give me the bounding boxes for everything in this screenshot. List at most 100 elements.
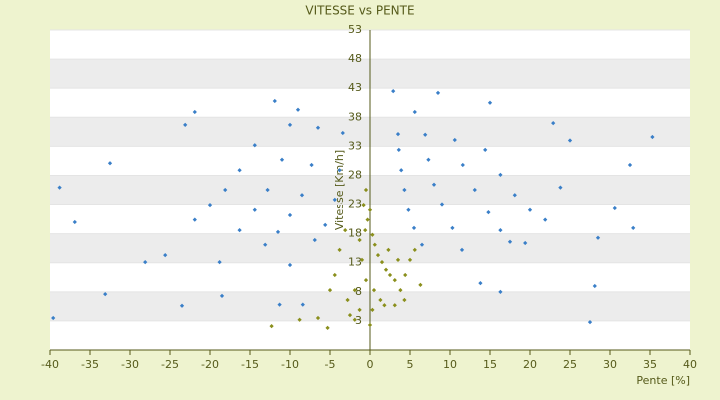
scatter-point <box>592 283 597 289</box>
scatter-point <box>395 257 401 262</box>
scatter-point <box>406 207 411 212</box>
scatter-point <box>412 247 417 253</box>
scatter-point <box>370 307 375 312</box>
scatter-point <box>287 262 293 268</box>
scatter-point <box>217 260 222 265</box>
scatter-point <box>269 324 274 329</box>
scatter-point <box>323 222 328 228</box>
scatter-point <box>411 225 417 230</box>
scatter-point <box>382 303 387 308</box>
x-tick-label: -20 <box>201 358 219 371</box>
x-tick-label: -40 <box>41 358 59 371</box>
scatter-point <box>383 267 389 272</box>
scatter-point <box>498 172 503 177</box>
scatter-point <box>650 134 655 140</box>
x-tick-label: 30 <box>603 358 617 371</box>
scatter-point <box>57 185 62 190</box>
scatter-point <box>343 228 348 233</box>
x-tick-label: -25 <box>161 358 179 371</box>
scatter-point <box>486 209 491 215</box>
scatter-point <box>299 193 305 198</box>
scatter-point <box>543 217 548 222</box>
scatter-point <box>392 278 397 283</box>
scatter-point <box>347 312 353 318</box>
scatter-point <box>378 297 383 303</box>
x-tick-label: 40 <box>683 358 697 371</box>
x-tick-label: -5 <box>325 358 336 371</box>
chart-title: VITESSE vs PENTE <box>305 4 414 18</box>
scatter-point <box>398 287 403 293</box>
scatter-point <box>265 187 270 193</box>
x-tick-label: -30 <box>121 358 139 371</box>
scatter-point <box>223 187 228 193</box>
scatter-point <box>365 217 370 222</box>
y-tick-label: 3 <box>355 314 362 327</box>
y-tick-label: 8 <box>355 285 362 298</box>
x-tick-label: 5 <box>407 358 414 371</box>
y-tick-label: 23 <box>348 198 362 211</box>
scatter-point <box>263 242 268 247</box>
scatter-point <box>370 232 375 237</box>
scatter-point <box>418 282 423 287</box>
y-tick-label: 33 <box>348 139 362 152</box>
scatter-point <box>423 132 428 137</box>
scatter-point <box>367 207 373 212</box>
scatter-point <box>387 272 393 278</box>
scatter-point <box>325 325 330 331</box>
scatter-point <box>359 257 365 262</box>
scatter-point <box>452 137 457 143</box>
scatter-point <box>332 272 337 278</box>
x-tick-label: 35 <box>643 358 657 371</box>
scatter-point <box>363 187 369 193</box>
y-tick-label: 18 <box>348 227 362 240</box>
scatter-point <box>352 317 357 322</box>
scatter-point <box>558 185 563 190</box>
y-axis-label: Vitesse [Km/h] <box>333 150 346 230</box>
scatter-point <box>426 157 431 162</box>
scatter-point <box>192 109 197 115</box>
scatter-point <box>361 203 366 208</box>
scatter-point <box>399 168 404 173</box>
scatter-point <box>507 239 513 244</box>
scatter-point <box>345 297 350 303</box>
scatter-point <box>402 297 407 303</box>
scatter-point <box>379 260 385 265</box>
x-tick-label: 10 <box>443 358 457 371</box>
scatter-point <box>612 205 617 211</box>
scatter-point <box>627 162 633 168</box>
scatter-point <box>340 130 345 136</box>
scatter-point <box>279 157 285 162</box>
scatter-point <box>309 162 314 168</box>
scatter-point <box>472 187 477 193</box>
scatter-point <box>527 207 533 212</box>
scatter-point <box>219 293 225 299</box>
scatter-point <box>375 253 381 258</box>
scatter-point <box>297 317 302 322</box>
scatter-point <box>163 253 168 258</box>
scatter-point <box>403 272 408 278</box>
scatter-point <box>460 162 465 168</box>
y-tick-label: 13 <box>348 256 362 269</box>
scatter-point <box>439 202 445 207</box>
scatter-point <box>372 242 377 247</box>
y-tick-label: 53 <box>348 23 362 36</box>
scatter-point <box>402 187 407 193</box>
scatter-point <box>595 235 601 240</box>
scatter-point <box>192 217 197 222</box>
x-tick-label: -10 <box>281 358 299 371</box>
scatter-point <box>179 303 185 308</box>
x-tick-label: -35 <box>81 358 99 371</box>
scatter-point <box>587 319 593 325</box>
scatter-point <box>371 287 377 293</box>
x-tick-label: 20 <box>523 358 537 371</box>
scatter-point <box>396 147 401 152</box>
scatter-point <box>300 302 305 307</box>
x-axis-label: Pente [%] <box>636 374 690 387</box>
scatter-point <box>631 225 636 230</box>
scatter-point <box>337 247 342 253</box>
scatter-point <box>395 132 401 137</box>
scatter-point <box>287 212 293 218</box>
scatter-point <box>315 315 321 321</box>
scatter-point <box>143 260 148 265</box>
